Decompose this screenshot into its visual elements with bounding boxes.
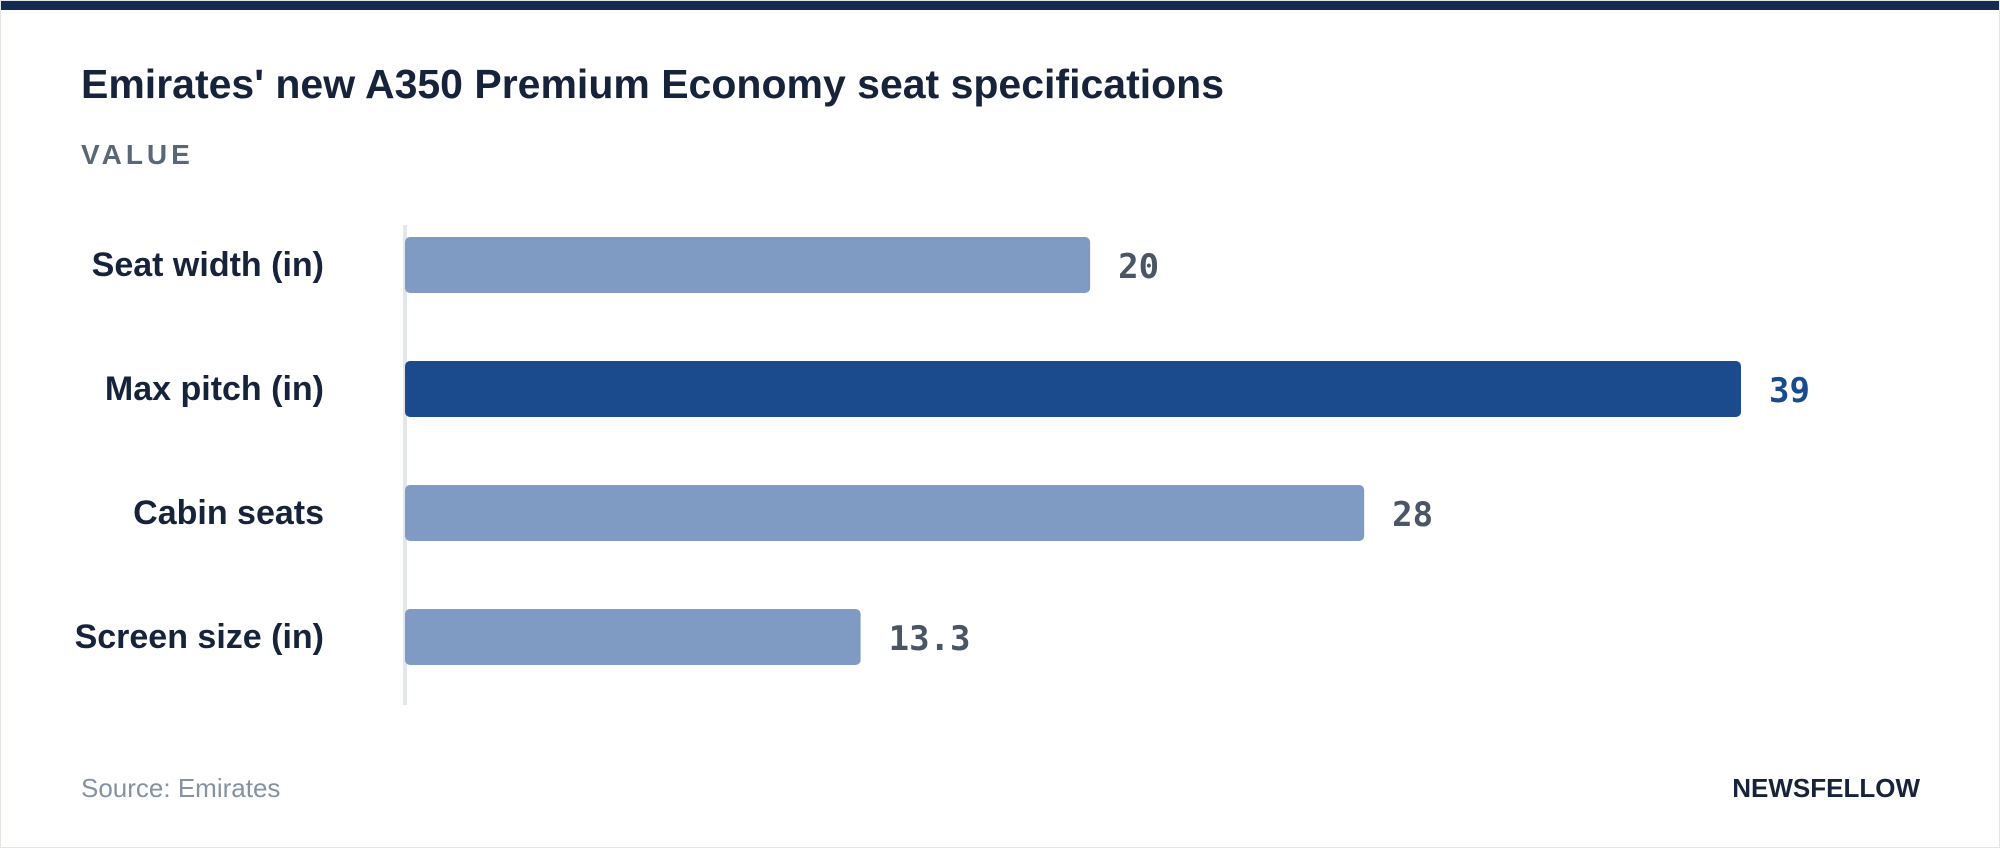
- category-label: Seat width (in): [92, 246, 324, 284]
- value-label: 28: [1392, 495, 1433, 535]
- bar: [405, 361, 1741, 417]
- chart-title: Emirates' new A350 Premium Economy seat …: [81, 61, 1225, 107]
- bar: [405, 485, 1365, 541]
- bar: [405, 609, 861, 665]
- bar: [405, 237, 1091, 293]
- category-label: Screen size (in): [75, 618, 324, 656]
- category-label: Max pitch (in): [105, 370, 324, 408]
- top-accent-bar: [1, 1, 1999, 10]
- brand-logo: NEWSFELLOW: [1732, 773, 1920, 803]
- value-label: 39: [1769, 371, 1810, 411]
- value-label: 20: [1118, 247, 1159, 287]
- source-note: Source: Emirates: [81, 773, 281, 803]
- value-label: 13.3: [889, 619, 971, 659]
- category-label: Cabin seats: [133, 494, 324, 532]
- chart-subtitle: VALUE: [81, 139, 194, 170]
